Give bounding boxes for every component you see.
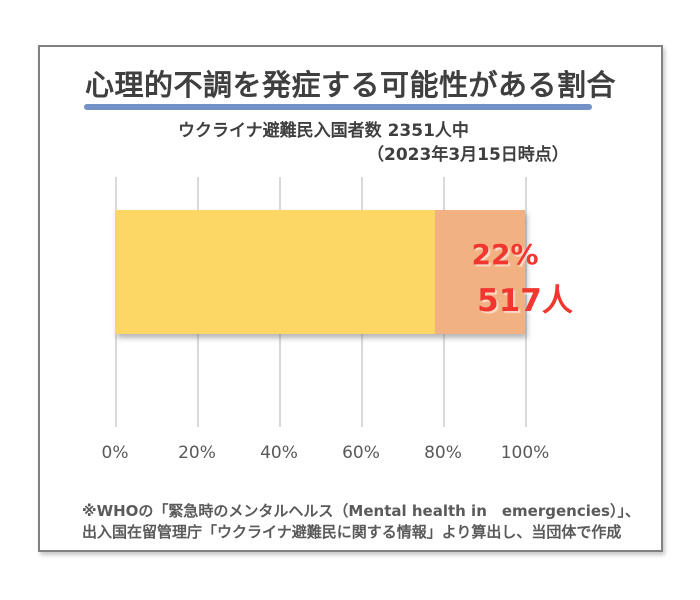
source-note-line1: ※WHOの「緊急時のメンタルヘルス（Mental health in emerg… — [82, 502, 640, 520]
bar-segment-remainder — [115, 210, 435, 334]
chart-title: 心理的不調を発症する可能性がある割合 — [84, 68, 616, 102]
tick-label-80: 80% — [424, 443, 462, 463]
gridline-100 — [525, 177, 527, 427]
source-note-line2: 出入国在留管理庁「ウクライナ避難民に関する情報」より算出し、当団体で作成 — [82, 523, 622, 541]
chart-subtitle-line2: （2023年3月15日時点） — [367, 145, 569, 165]
title-underline-decoration — [84, 104, 592, 110]
tick-label-40: 40% — [260, 443, 298, 463]
value-label-percent: 22% — [471, 238, 539, 271]
tick-label-0: 0% — [101, 443, 129, 463]
tick-label-20: 20% — [178, 443, 216, 463]
bar-segment-affected — [434, 210, 525, 334]
x-axis-tick-labels: 0% 20% 40% 60% 80% 100% — [102, 443, 550, 465]
chart-card: 心理的不調を発症する可能性がある割合 ウクライナ避難民入国者数 2351人中 （… — [38, 45, 663, 552]
tick-label-60: 60% — [342, 443, 380, 463]
source-note: ※WHOの「緊急時のメンタルヘルス（Mental health in emerg… — [82, 501, 642, 543]
stacked-bar — [115, 210, 525, 334]
chart-subtitle-line1: ウクライナ避難民入国者数 2351人中 — [178, 121, 469, 141]
tick-label-100: 100% — [500, 443, 550, 463]
value-label-count: 517人 — [477, 283, 573, 319]
